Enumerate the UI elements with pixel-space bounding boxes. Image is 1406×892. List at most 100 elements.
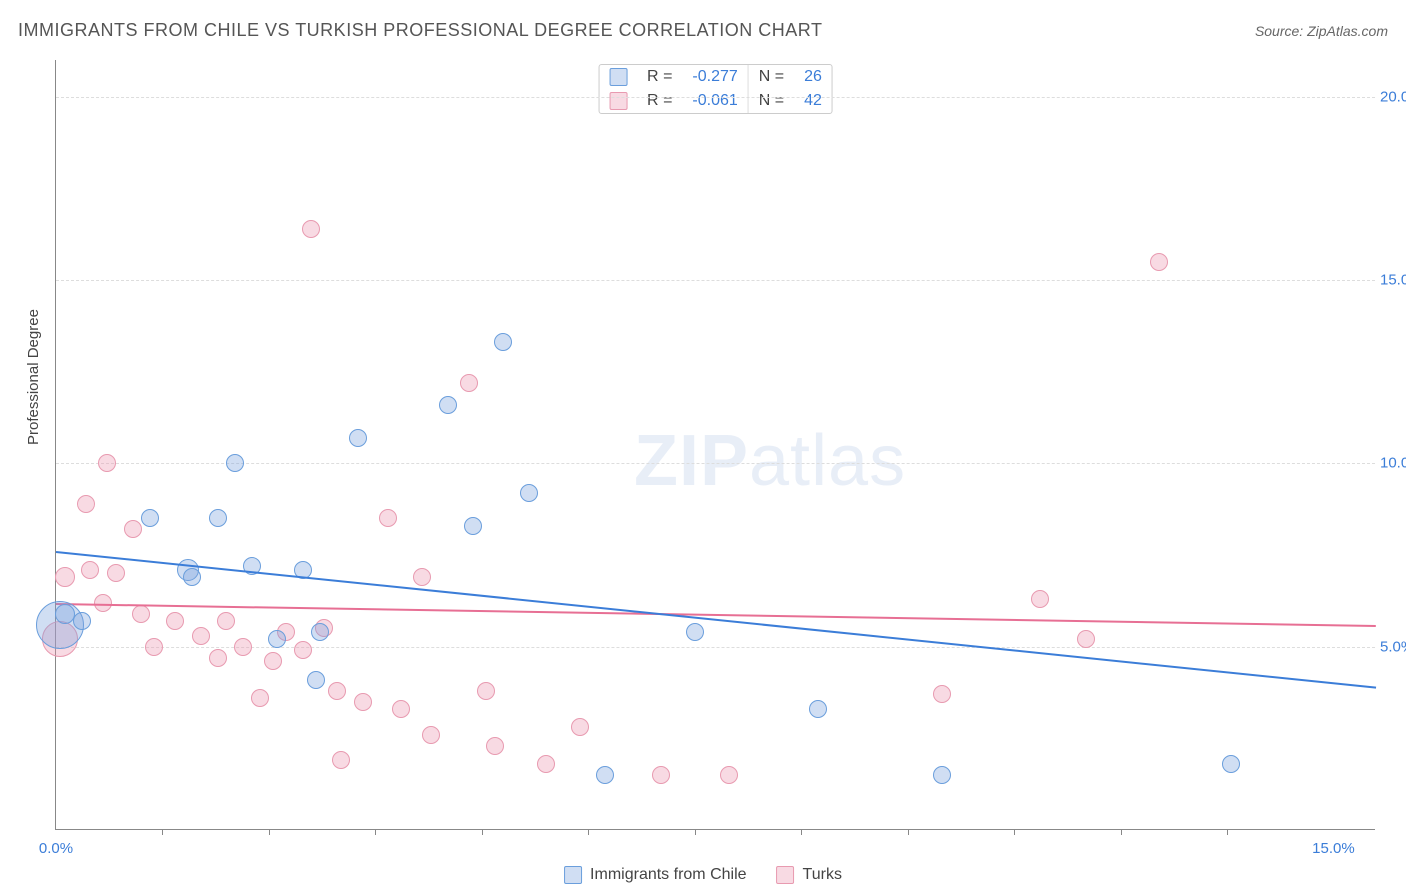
r-value-turks: -0.061: [682, 89, 748, 113]
chile-point: [1222, 755, 1240, 773]
turks-point: [55, 567, 75, 587]
y-tick-label: 10.0%: [1380, 455, 1406, 472]
chile-point: [183, 568, 201, 586]
chile-point: [73, 612, 91, 630]
turks-point: [652, 766, 670, 784]
turks-point: [77, 495, 95, 513]
chile-point: [464, 517, 482, 535]
x-tick-label: 15.0%: [1312, 840, 1355, 857]
chile-point: [439, 396, 457, 414]
y-tick-label: 20.0%: [1380, 88, 1406, 105]
chile-point: [349, 429, 367, 447]
x-tick-mark: [1014, 829, 1015, 835]
chile-point: [686, 623, 704, 641]
chile-point: [494, 333, 512, 351]
x-tick-mark: [162, 829, 163, 835]
turks-point: [132, 605, 150, 623]
chart-header: IMMIGRANTS FROM CHILE VS TURKISH PROFESS…: [18, 20, 1388, 41]
turks-point: [933, 685, 951, 703]
turks-point: [81, 561, 99, 579]
turks-point: [1077, 630, 1095, 648]
turks-point: [354, 693, 372, 711]
x-tick-mark: [375, 829, 376, 835]
turks-trend-line: [56, 603, 1376, 627]
stats-row-chile: R = -0.277 N = 26: [599, 65, 832, 89]
x-tick-mark: [588, 829, 589, 835]
turks-point: [537, 755, 555, 773]
turks-point: [486, 737, 504, 755]
legend-label-chile: Immigrants from Chile: [590, 866, 746, 884]
x-tick-mark: [1121, 829, 1122, 835]
source-name: ZipAtlas.com: [1307, 23, 1388, 39]
turks-point: [234, 638, 252, 656]
turks-point: [98, 454, 116, 472]
gridline: [56, 280, 1375, 281]
turks-point: [413, 568, 431, 586]
y-tick-label: 5.0%: [1380, 638, 1406, 655]
turks-point: [251, 689, 269, 707]
r-value-chile: -0.277: [682, 65, 748, 89]
watermark-rest: atlas: [749, 421, 906, 501]
turks-point: [477, 682, 495, 700]
watermark-bold: ZIP: [634, 421, 749, 501]
chile-point: [596, 766, 614, 784]
turks-point: [571, 718, 589, 736]
turks-point: [720, 766, 738, 784]
turks-point: [192, 627, 210, 645]
gridline: [56, 647, 1375, 648]
swatch-turks-icon: [609, 92, 627, 110]
turks-point: [302, 220, 320, 238]
turks-point: [209, 649, 227, 667]
y-tick-label: 15.0%: [1380, 272, 1406, 289]
legend-item-turks: Turks: [777, 866, 842, 884]
chile-point: [520, 484, 538, 502]
x-tick-mark: [482, 829, 483, 835]
gridline: [56, 97, 1375, 98]
swatch-turks-icon: [777, 866, 795, 884]
chart-title: IMMIGRANTS FROM CHILE VS TURKISH PROFESS…: [18, 20, 822, 41]
gridline: [56, 463, 1375, 464]
chile-point: [933, 766, 951, 784]
x-tick-mark: [801, 829, 802, 835]
x-tick-mark: [908, 829, 909, 835]
chile-point: [311, 623, 329, 641]
series-legend: Immigrants from Chile Turks: [564, 866, 842, 884]
chile-point: [209, 509, 227, 527]
y-axis-title: Professional Degree: [25, 309, 42, 445]
stats-row-turks: R = -0.061 N = 42: [599, 89, 832, 113]
swatch-chile-icon: [609, 68, 627, 86]
turks-point: [264, 652, 282, 670]
turks-point: [94, 594, 112, 612]
chile-point: [307, 671, 325, 689]
legend-item-chile: Immigrants from Chile: [564, 866, 746, 884]
x-tick-mark: [1227, 829, 1228, 835]
x-tick-mark: [269, 829, 270, 835]
turks-point: [332, 751, 350, 769]
x-tick-label: 0.0%: [39, 840, 73, 857]
chile-point: [226, 454, 244, 472]
turks-point: [217, 612, 235, 630]
turks-point: [422, 726, 440, 744]
turks-point: [145, 638, 163, 656]
correlation-stats-box: R = -0.277 N = 26 R = -0.061 N = 42: [598, 64, 833, 114]
legend-label-turks: Turks: [803, 866, 842, 884]
watermark: ZIPatlas: [634, 420, 906, 502]
scatter-plot-area: ZIPatlas R = -0.277 N = 26 R = -0.061 N …: [55, 60, 1375, 830]
chile-trend-line: [56, 551, 1376, 689]
source-prefix: Source:: [1255, 23, 1307, 39]
turks-point: [294, 641, 312, 659]
turks-point: [328, 682, 346, 700]
chart-source: Source: ZipAtlas.com: [1255, 23, 1388, 39]
swatch-chile-icon: [564, 866, 582, 884]
turks-point: [124, 520, 142, 538]
chile-point: [141, 509, 159, 527]
n-value-turks: 42: [794, 89, 832, 113]
n-value-chile: 26: [794, 65, 832, 89]
turks-point: [392, 700, 410, 718]
chile-point: [268, 630, 286, 648]
chile-point: [809, 700, 827, 718]
turks-point: [379, 509, 397, 527]
chile-point: [55, 604, 75, 624]
turks-point: [460, 374, 478, 392]
turks-point: [107, 564, 125, 582]
